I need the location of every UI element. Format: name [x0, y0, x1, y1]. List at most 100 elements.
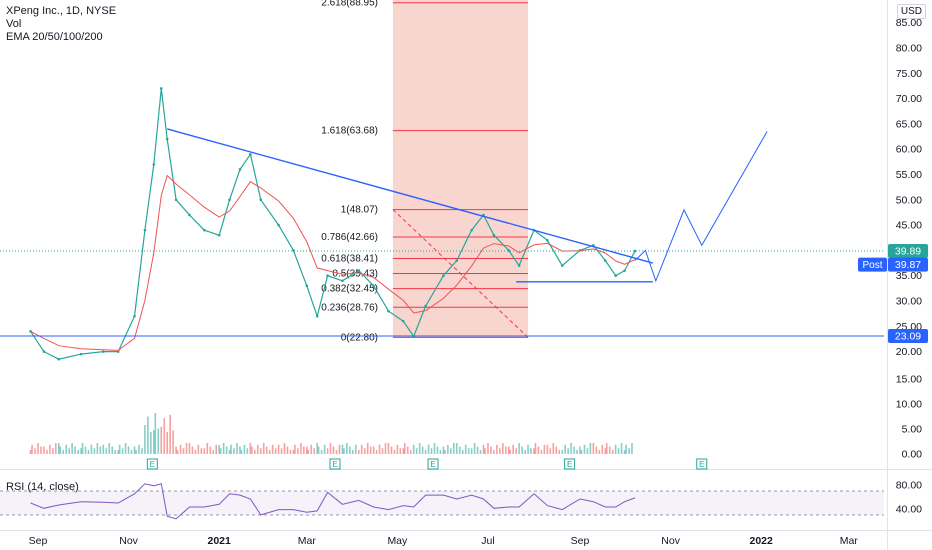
volume-bar — [595, 446, 598, 454]
volume-bar — [317, 446, 320, 454]
volume-bar — [384, 443, 387, 454]
price-axis-tick: 50.00 — [896, 194, 922, 206]
volume-bar — [552, 443, 555, 454]
fib-level-label: 0.236(28.76) — [321, 302, 378, 313]
volume-indicator-label[interactable]: Vol — [6, 18, 22, 30]
volume-bar — [218, 444, 220, 454]
volume-bar — [549, 448, 552, 454]
volume-bar — [583, 444, 586, 454]
volume-bar — [262, 443, 265, 454]
volume-bar — [90, 444, 93, 454]
volume-bar — [96, 443, 99, 454]
volume-bar — [176, 450, 179, 454]
volume-bar — [512, 444, 514, 454]
volume-bar — [453, 443, 455, 454]
volume-bar — [141, 448, 143, 454]
volume-bar — [617, 448, 620, 454]
price-point — [249, 152, 252, 156]
volume-bar — [80, 448, 82, 454]
volume-bar — [169, 414, 171, 454]
price-point — [442, 274, 445, 278]
earnings-marker: E — [332, 460, 337, 469]
volume-bar — [160, 426, 163, 454]
price-axis-tick: 35.00 — [896, 270, 922, 282]
volume-bar — [300, 443, 302, 454]
price-point — [424, 304, 427, 308]
symbol-title[interactable]: XPeng Inc., 1D, NYSE — [6, 5, 117, 17]
volume-bar — [157, 428, 160, 454]
price-axis-tick: 80.00 — [896, 43, 922, 55]
volume-bar — [74, 446, 76, 454]
price-point — [341, 279, 344, 283]
volume-bar — [611, 450, 614, 454]
volume-bar — [297, 448, 299, 454]
volume-bar — [154, 413, 157, 454]
volume-bar — [576, 450, 578, 454]
volume-bar — [507, 446, 510, 454]
volume-bar — [133, 446, 136, 454]
volume-bar — [239, 446, 241, 454]
earnings-marker: E — [567, 460, 572, 469]
volume-bar — [479, 450, 482, 454]
volume-bar — [346, 443, 348, 454]
volume-bar — [191, 446, 194, 454]
volume-bar — [496, 444, 498, 454]
volume-bar — [412, 444, 415, 454]
earnings-marker-box — [696, 458, 708, 470]
price-point — [326, 274, 329, 278]
volume-bar — [222, 443, 225, 454]
rsi-indicator-label[interactable]: RSI (14, close) — [6, 481, 79, 493]
support-price-badge: 23.09 — [895, 330, 921, 342]
volume-bar — [352, 450, 354, 454]
volume-bar — [402, 448, 405, 454]
price-point — [79, 352, 83, 356]
volume-bar — [84, 446, 87, 454]
volume-bar — [246, 448, 249, 454]
volume-bar — [87, 450, 90, 454]
volume-bar — [37, 443, 39, 454]
volume-bar — [375, 450, 378, 454]
price-point — [143, 228, 147, 232]
volume-bar — [43, 446, 45, 454]
price-axis-tick: 45.00 — [896, 220, 922, 232]
fib-level-label: 0(22.80) — [341, 332, 378, 343]
volume-bar — [228, 450, 231, 454]
volume-bar — [396, 444, 399, 454]
volume-bar — [381, 448, 384, 454]
volume-bar — [623, 450, 626, 454]
volume-bar — [406, 446, 409, 454]
price-axis-tick: 30.00 — [896, 296, 922, 308]
volume-bar — [476, 446, 479, 454]
volume-bar — [455, 443, 458, 454]
volume-bar — [326, 448, 329, 454]
volume-bar — [573, 446, 575, 454]
volume-bar — [268, 450, 271, 454]
price-axis-tick: 60.00 — [896, 144, 922, 156]
volume-bar — [163, 418, 166, 454]
price-point — [174, 198, 178, 202]
volume-bar — [614, 444, 617, 454]
price-point — [188, 213, 191, 217]
volume-bar — [286, 446, 289, 454]
volume-bar — [515, 448, 517, 454]
volume-bar — [354, 444, 357, 454]
volume-bar — [338, 444, 341, 454]
earnings-marker: E — [150, 460, 155, 469]
ema-indicator-label[interactable]: EMA 20/50/100/200 — [6, 31, 103, 43]
volume-bar — [153, 430, 155, 454]
currency-badge[interactable]: USD — [896, 4, 926, 19]
volume-bar — [209, 446, 212, 454]
volume-bar — [493, 450, 495, 454]
price-point — [603, 259, 607, 262]
price-point — [387, 309, 390, 313]
price-axis-tick: 20.00 — [896, 346, 922, 358]
earnings-marker-box — [427, 458, 439, 470]
volume-bar — [366, 443, 369, 454]
volume-bar — [118, 444, 121, 454]
volume-bar — [540, 450, 543, 454]
volume-bar — [303, 446, 305, 454]
price-point — [633, 249, 637, 253]
volume-bar — [99, 446, 102, 454]
support-price-badge-bg — [888, 328, 928, 343]
